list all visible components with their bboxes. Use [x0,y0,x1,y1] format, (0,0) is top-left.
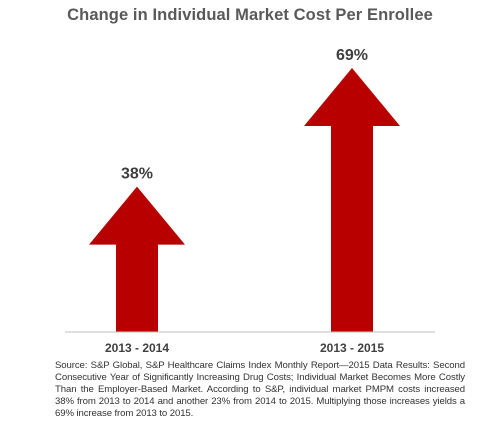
arrow-bar-1 [89,186,185,332]
category-label-2: 2013 - 2015 [320,341,384,355]
arrow-bar-2 [304,67,400,333]
value-label-2: 69% [336,47,368,64]
source-note: Source: S&P Global, S&P Healthcare Claim… [55,360,465,419]
value-label-1: 38% [121,166,153,183]
category-label-1: 2013 - 2014 [105,341,169,355]
chart-title: Change in Individual Market Cost Per Enr… [67,6,433,24]
